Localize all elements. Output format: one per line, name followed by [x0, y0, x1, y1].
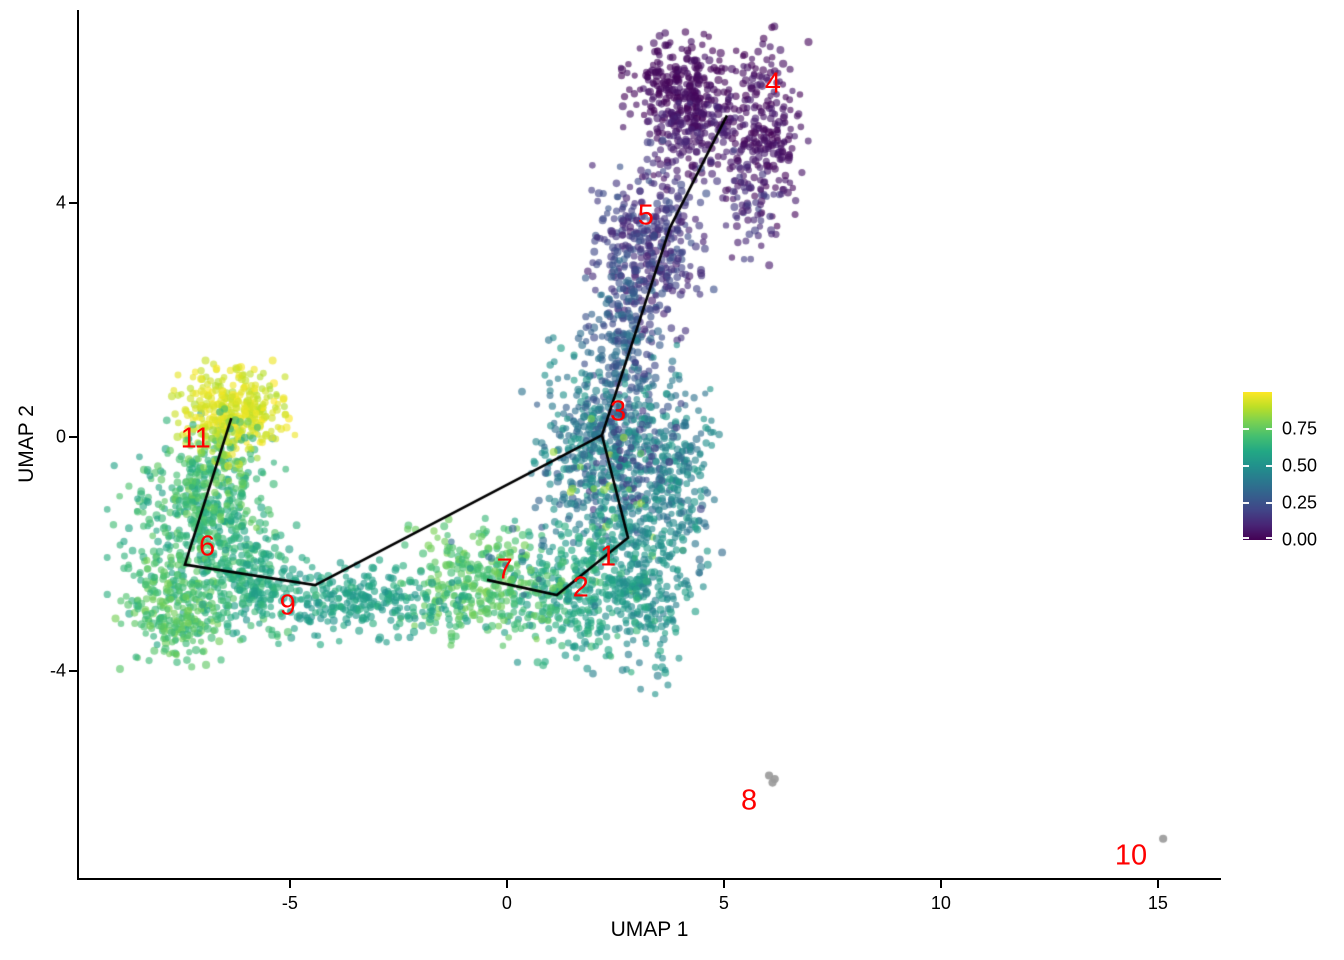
colorbar-tick-mark: [1266, 464, 1272, 467]
umap-scatter-canvas: [79, 10, 1220, 878]
x-tick-mark: [505, 880, 508, 888]
y-tick-mark: [69, 435, 77, 438]
x-tick-label: 0: [501, 893, 512, 913]
x-axis-title: UMAP 1: [610, 918, 689, 941]
x-tick-label: 10: [930, 893, 951, 913]
x-tick-mark: [288, 880, 291, 888]
x-tick-mark: [939, 880, 942, 888]
x-tick-mark: [1156, 880, 1159, 888]
colorbar-tick-mark: [1243, 464, 1249, 467]
colorbar-tick-label: 0.50: [1282, 455, 1318, 476]
y-axis-title: UMAP 2: [15, 405, 38, 483]
colorbar-tick-mark: [1243, 427, 1249, 430]
x-tick-label: 5: [718, 893, 729, 913]
colorbar-tick-mark: [1266, 501, 1272, 504]
x-tick-label: 15: [1147, 893, 1168, 913]
y-tick-label: -4: [49, 660, 66, 681]
x-tick-label: -5: [281, 893, 298, 913]
y-tick-label: 4: [55, 192, 66, 213]
x-axis-line: [77, 878, 1221, 880]
colorbar-tick-mark: [1243, 537, 1249, 539]
colorbar-tick-mark: [1266, 427, 1272, 430]
colorbar-tick-label: 0.75: [1282, 418, 1318, 439]
plot-panel: 1 2 3 4 5 6 7 8 9 10 11: [79, 10, 1220, 878]
x-tick-mark: [722, 880, 725, 888]
y-tick-label: 0: [55, 426, 66, 447]
y-axis-line: [77, 10, 79, 880]
colorbar-tick-mark: [1266, 537, 1272, 539]
colorbar-tick-label: 0.25: [1282, 492, 1318, 513]
colorbar-gradient: [1243, 392, 1272, 540]
colorbar-tick-label: 0.00: [1282, 529, 1318, 550]
y-tick-mark: [69, 201, 77, 204]
colorbar-tick-mark: [1243, 501, 1249, 504]
y-tick-mark: [69, 670, 77, 673]
